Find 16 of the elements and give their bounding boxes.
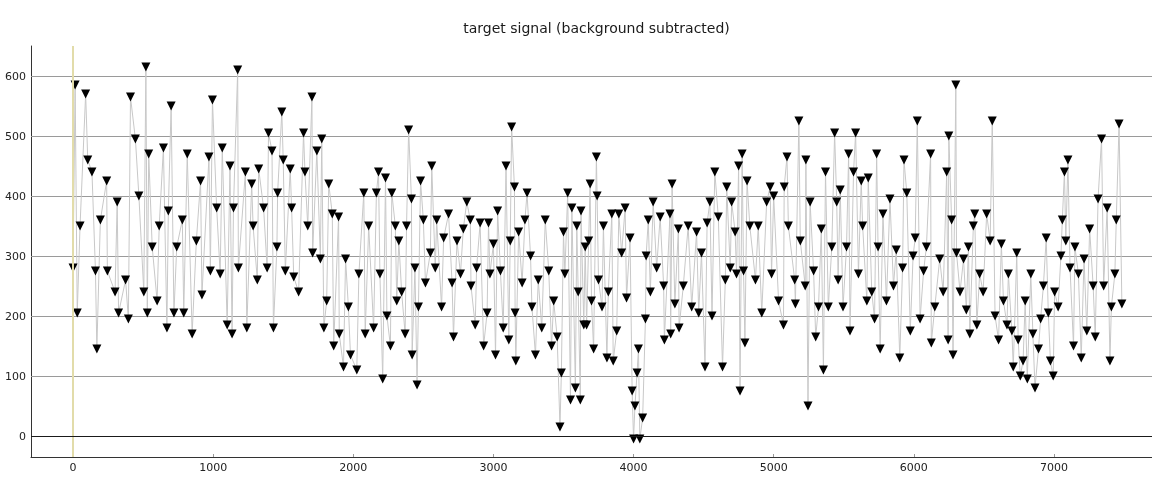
x-tick-label: 7000 <box>1039 461 1068 474</box>
x-tick-label: 1000 <box>199 461 228 474</box>
y-tick-label: 200 <box>5 309 26 323</box>
y-tick-label: 0 <box>19 429 26 443</box>
x-tick-label: 2000 <box>339 461 368 474</box>
y-tick-label: 400 <box>5 189 26 203</box>
x-tick-label: 4000 <box>619 461 648 474</box>
y-tick-label: 500 <box>5 129 26 143</box>
y-tick-label: 300 <box>5 249 26 263</box>
x-tick-label: 0 <box>69 461 77 474</box>
chart-title: target signal (background subtracted) <box>463 20 730 36</box>
x-tick-label: 5000 <box>759 461 788 474</box>
x-tick-label: 6000 <box>899 461 928 474</box>
x-tick-label: 3000 <box>479 461 508 474</box>
y-tick-label: 100 <box>5 369 26 383</box>
y-tick-label: 600 <box>5 69 26 83</box>
